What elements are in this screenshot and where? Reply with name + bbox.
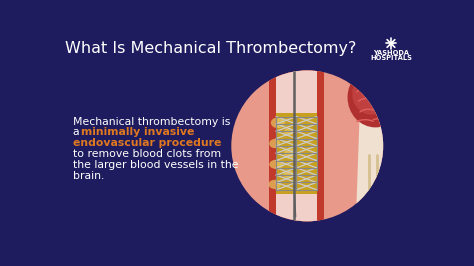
- Text: YASHODA: YASHODA: [373, 51, 409, 56]
- Ellipse shape: [283, 171, 294, 178]
- Polygon shape: [356, 63, 414, 237]
- Ellipse shape: [268, 180, 281, 189]
- Ellipse shape: [347, 67, 403, 127]
- Bar: [276, 113, 317, 194]
- Circle shape: [231, 70, 383, 221]
- Text: a: a: [73, 127, 83, 138]
- Ellipse shape: [352, 72, 391, 115]
- Ellipse shape: [284, 128, 293, 136]
- Ellipse shape: [271, 117, 285, 128]
- Ellipse shape: [269, 139, 280, 148]
- Ellipse shape: [284, 148, 296, 159]
- Text: the larger blood vessels in the: the larger blood vessels in the: [73, 160, 239, 170]
- Bar: [268, 55, 324, 248]
- Bar: [276, 55, 317, 248]
- Ellipse shape: [269, 160, 283, 169]
- Text: endovascular procedure: endovascular procedure: [73, 138, 221, 148]
- Text: Mechanical thrombectomy is: Mechanical thrombectomy is: [73, 117, 230, 127]
- Text: to remove blood clots from: to remove blood clots from: [73, 149, 221, 159]
- Text: What Is Mechanical Thrombectomy?: What Is Mechanical Thrombectomy?: [64, 41, 356, 56]
- Text: HOSPITALS: HOSPITALS: [370, 55, 412, 61]
- Text: brain.: brain.: [73, 171, 105, 181]
- Text: minimally invasive: minimally invasive: [81, 127, 194, 138]
